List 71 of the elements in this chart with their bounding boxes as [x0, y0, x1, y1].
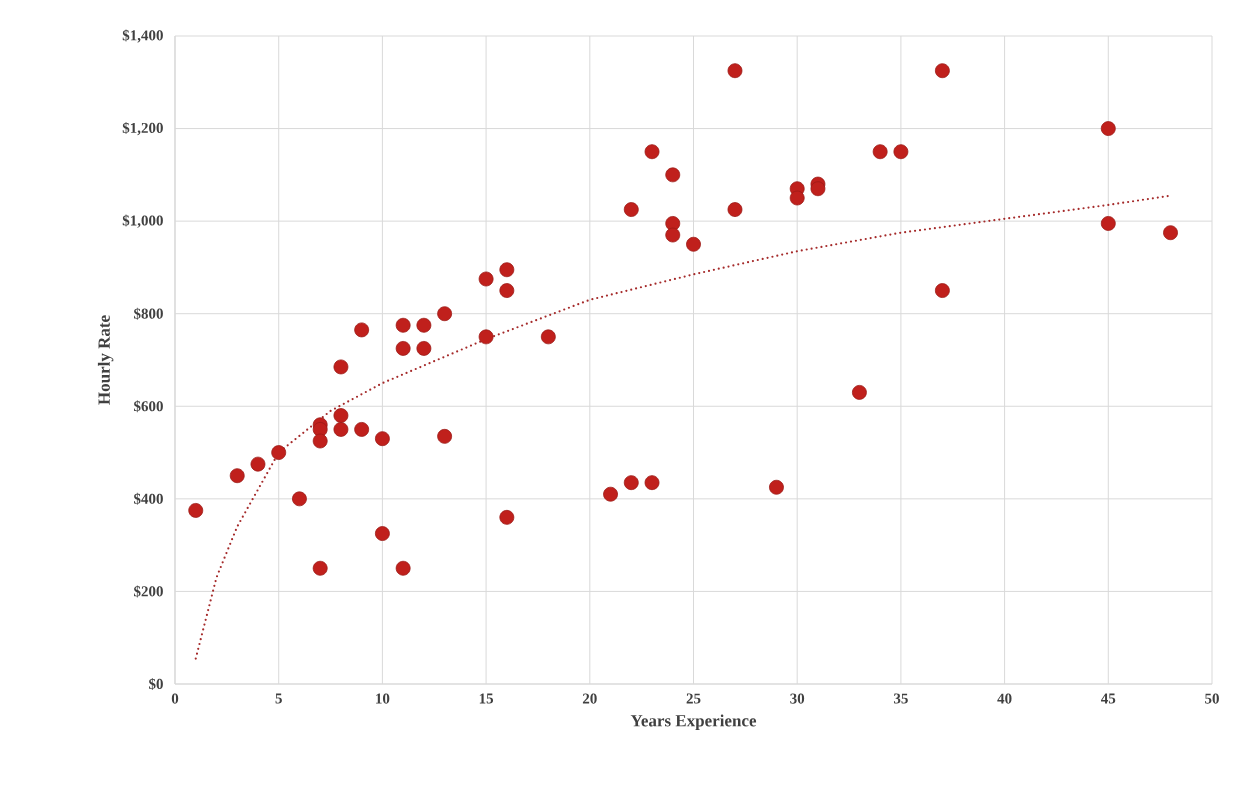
- x-tick-label: 0: [171, 693, 179, 704]
- point: [312, 433, 328, 449]
- point: [478, 329, 494, 345]
- y-tick-label: $600: [134, 400, 163, 413]
- point: [540, 329, 556, 345]
- x-tick-label: 15: [479, 693, 494, 704]
- point: [375, 526, 390, 541]
- point: [333, 408, 349, 423]
- point: [872, 144, 888, 160]
- y-tick-label: $0: [149, 677, 163, 690]
- point: [810, 181, 826, 197]
- point: [188, 503, 204, 518]
- point: [375, 431, 390, 447]
- point: [1100, 121, 1116, 136]
- x-tick-label: 5: [275, 693, 282, 704]
- y-tick-label: $400: [134, 492, 163, 505]
- x-tick-label: 25: [686, 693, 701, 704]
- point: [395, 341, 411, 356]
- point: [686, 236, 701, 252]
- point: [1100, 216, 1116, 231]
- point: [852, 384, 867, 400]
- point: [437, 428, 453, 444]
- point: [893, 144, 909, 160]
- x-tick-label: 10: [376, 693, 390, 704]
- y-tick-label: $1,000: [122, 214, 163, 228]
- y-tick-label: $200: [134, 585, 163, 598]
- point: [644, 475, 660, 491]
- point: [271, 445, 287, 460]
- point: [437, 306, 453, 322]
- point: [312, 560, 328, 576]
- point: [1163, 225, 1178, 241]
- point: [478, 271, 494, 287]
- point: [789, 190, 805, 206]
- point: [727, 202, 743, 217]
- point: [727, 63, 743, 79]
- x-tick-label: 40: [997, 693, 1012, 704]
- point: [623, 202, 639, 217]
- point: [665, 167, 681, 183]
- y-tick-label: $800: [134, 307, 163, 320]
- point: [934, 283, 950, 298]
- point: [416, 341, 432, 356]
- point: [644, 144, 660, 160]
- y-tick-label: $1,200: [122, 121, 163, 136]
- point: [354, 422, 370, 437]
- point: [934, 63, 950, 79]
- x-axis-title: Years Experience: [630, 714, 757, 730]
- point: [229, 468, 245, 484]
- point: [333, 359, 349, 375]
- x-tick-label: 45: [1101, 693, 1116, 704]
- x-tick-label: 35: [893, 693, 908, 704]
- point: [665, 216, 681, 231]
- point: [499, 283, 515, 298]
- x-tick-label: 20: [582, 693, 597, 704]
- y-tick-label: $1,400: [122, 29, 163, 43]
- point: [250, 456, 266, 472]
- point: [416, 317, 432, 333]
- x-tick-label: 30: [790, 693, 805, 704]
- point: [623, 475, 639, 491]
- point: [499, 262, 515, 278]
- point: [292, 491, 307, 507]
- line-series: [194, 194, 1172, 660]
- point: [395, 317, 411, 333]
- y-axis-title: Hourly Rate: [97, 315, 114, 405]
- point: [499, 509, 515, 525]
- point: [665, 227, 681, 243]
- x-tick-label: 50: [1205, 693, 1219, 704]
- point: [603, 486, 618, 502]
- point: [333, 422, 349, 437]
- point: [354, 322, 370, 338]
- point: [769, 479, 784, 495]
- point: [395, 560, 411, 576]
